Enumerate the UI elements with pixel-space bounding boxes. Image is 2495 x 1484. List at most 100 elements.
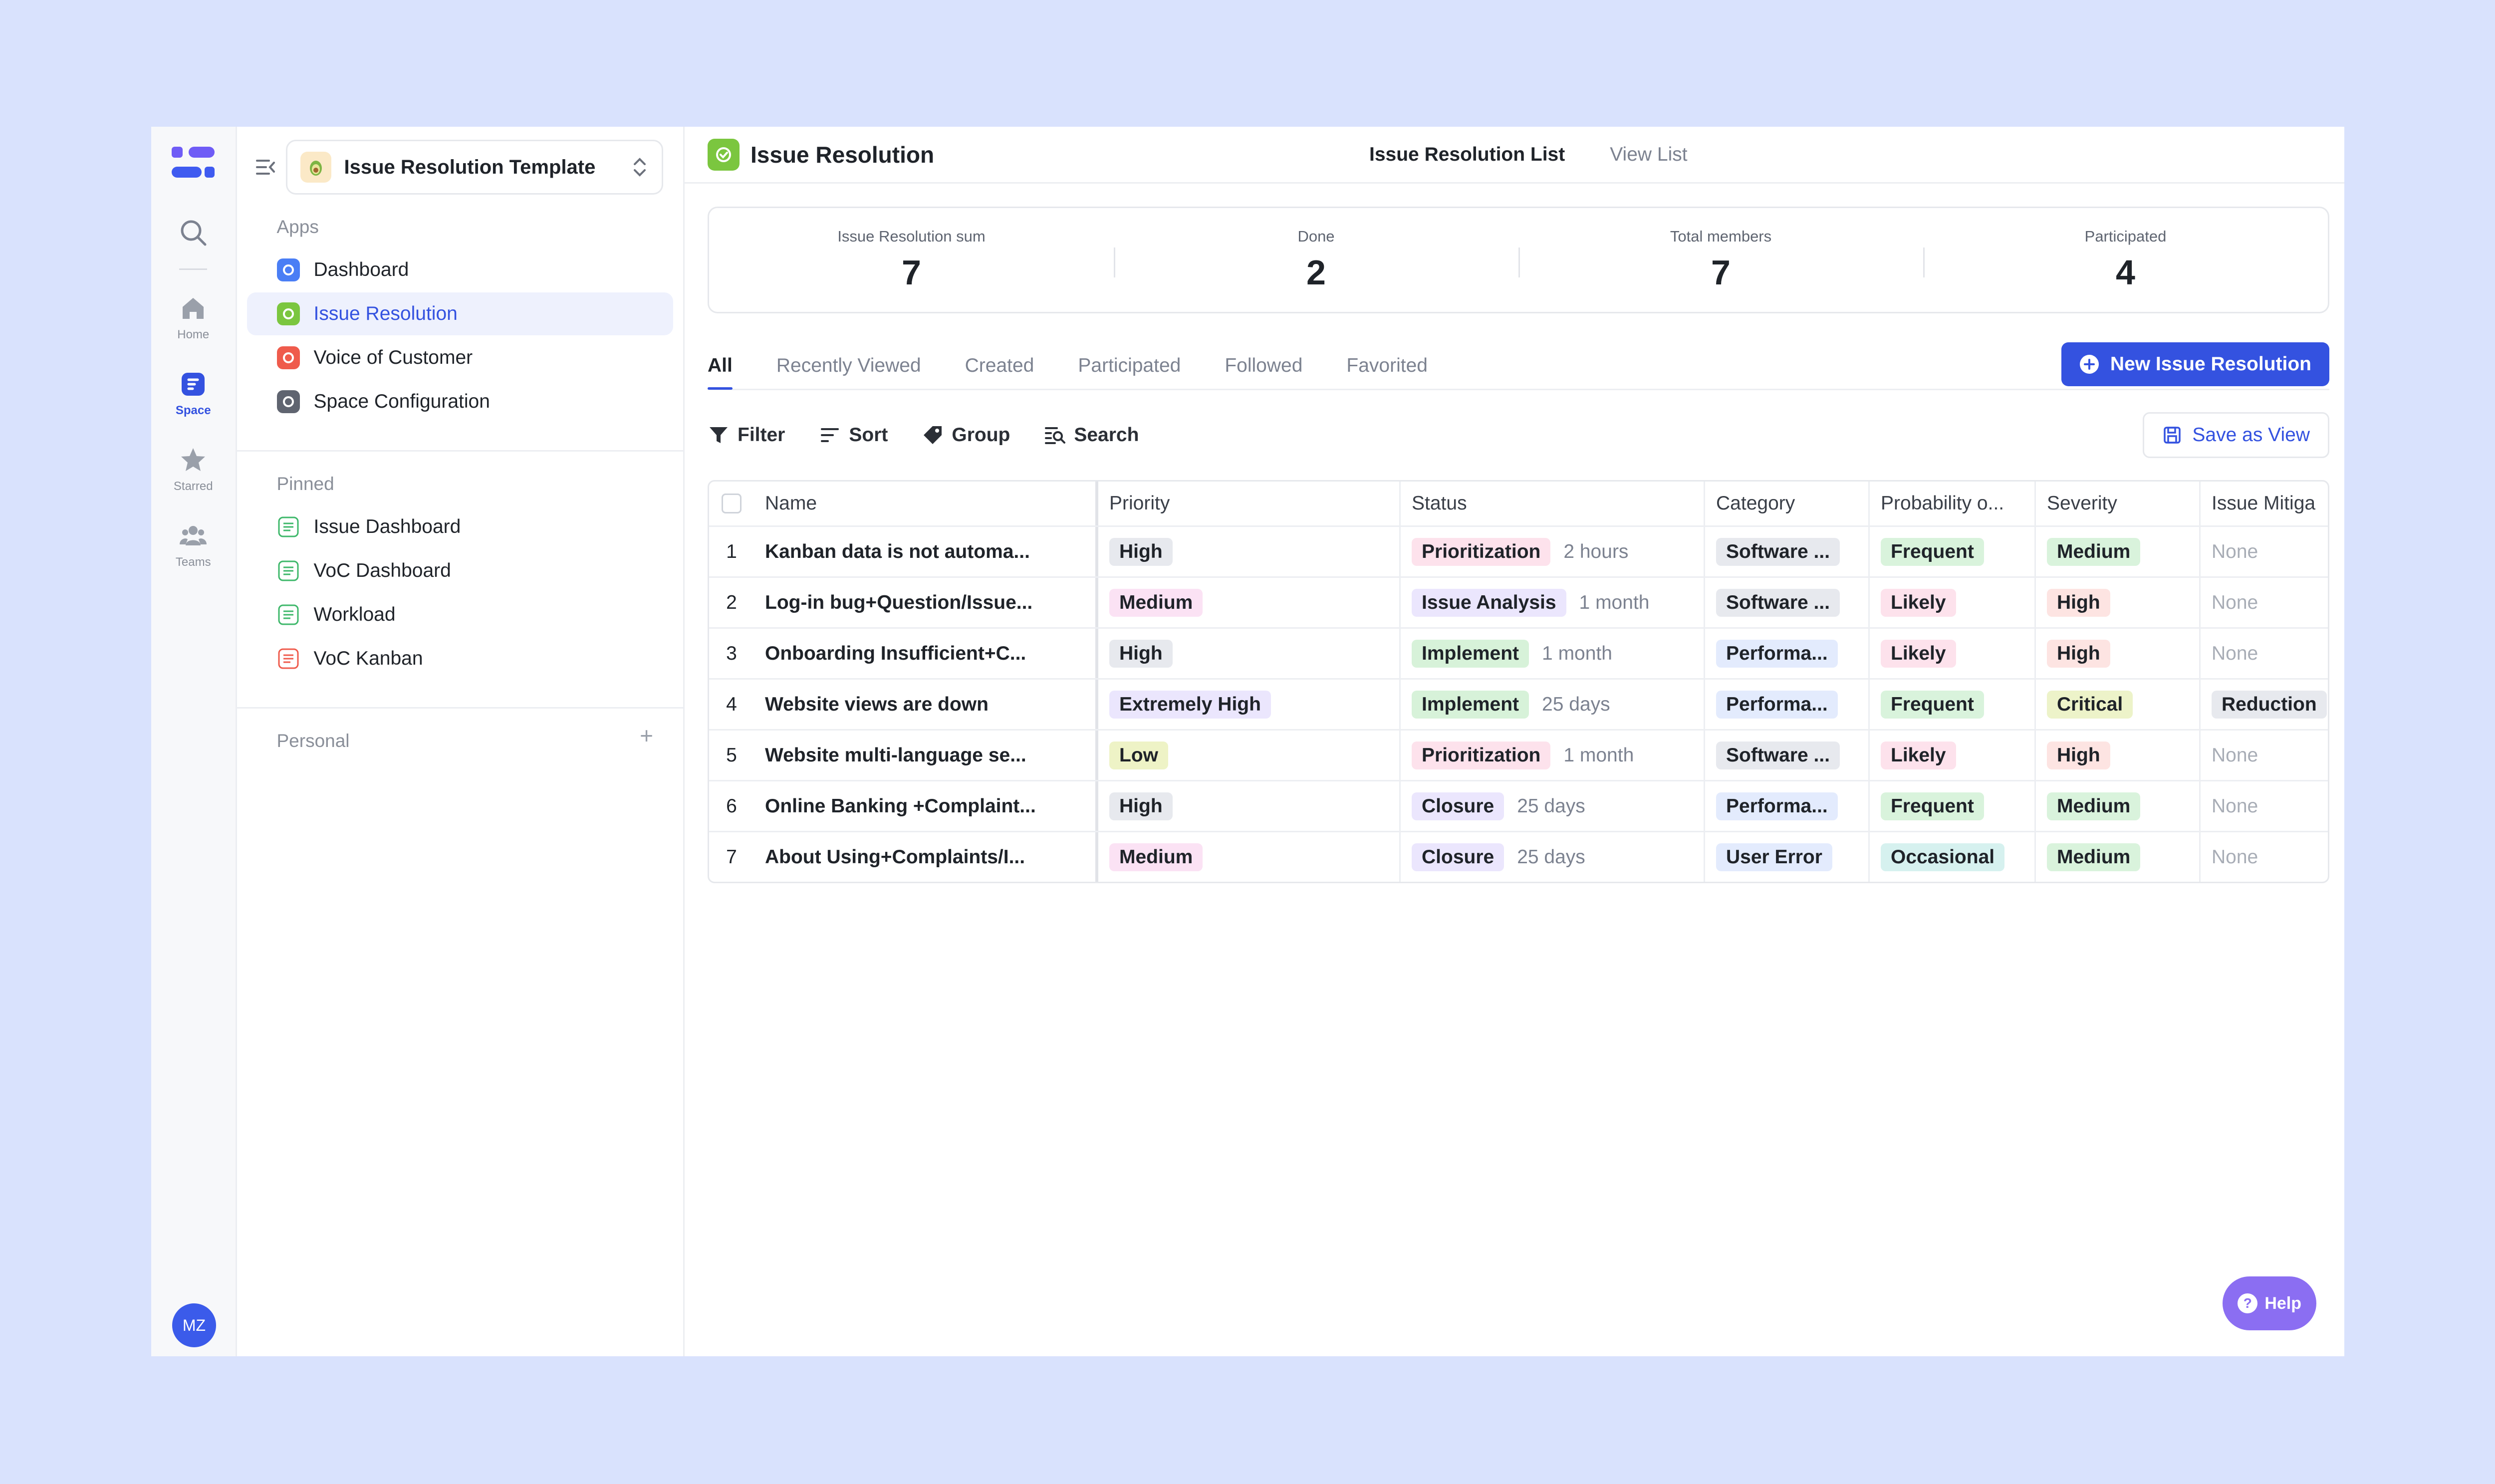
group-button[interactable]: Group [922, 424, 1010, 446]
row-name[interactable]: Onboarding Insufficient+C... [754, 629, 1098, 678]
status-tag[interactable]: Prioritization [1412, 741, 1551, 769]
category-tag[interactable]: Performa... [1716, 639, 1838, 668]
rail-item-starred[interactable]: Starred [174, 446, 213, 494]
column-header-status[interactable]: Status [1401, 482, 1705, 525]
sidebar-item-workload[interactable]: Workload [247, 593, 674, 636]
tab-created[interactable]: Created [965, 354, 1034, 376]
new-issue-resolution-button[interactable]: New Issue Resolution [2061, 342, 2329, 386]
sidebar-item-voc-kanban[interactable]: VoC Kanban [247, 637, 674, 680]
severity-tag[interactable]: High [2047, 741, 2110, 769]
priority-tag[interactable]: Medium [1109, 843, 1203, 871]
severity-tag[interactable]: Medium [2047, 537, 2141, 566]
priority-tag[interactable]: High [1109, 792, 1173, 820]
rail-item-home[interactable]: Home [177, 294, 209, 342]
priority-tag[interactable]: High [1109, 537, 1173, 566]
sidebar-item-dashboard[interactable]: Dashboard [247, 248, 674, 291]
column-header-category[interactable]: Category [1705, 482, 1870, 525]
probability-tag[interactable]: Frequent [1881, 537, 1984, 566]
row-name[interactable]: Online Banking +Complaint... [754, 781, 1098, 831]
severity-tag[interactable]: Critical [2047, 690, 2133, 719]
severity-tag[interactable]: High [2047, 588, 2110, 617]
column-header-name[interactable]: Name [754, 482, 1098, 525]
sidebar-item-issue-resolution[interactable]: Issue Resolution [247, 292, 673, 335]
mitigation-value[interactable]: None [2212, 642, 2258, 664]
status-tag[interactable]: Implement [1412, 690, 1529, 719]
severity-tag[interactable]: Medium [2047, 843, 2141, 871]
search-button[interactable]: Search [1044, 424, 1139, 446]
severity-tag[interactable]: High [2047, 639, 2110, 668]
priority-tag[interactable]: Extremely High [1109, 690, 1271, 719]
priority-tag[interactable]: Medium [1109, 588, 1203, 617]
save-icon [2164, 427, 2181, 444]
category-tag[interactable]: Software ... [1716, 588, 1840, 617]
template-selector[interactable]: Issue Resolution Template [285, 140, 663, 195]
mitigation-tag[interactable]: Reduction [2212, 690, 2327, 719]
avocado-icon [300, 152, 331, 183]
severity-tag[interactable]: Medium [2047, 792, 2141, 820]
status-tag[interactable]: Prioritization [1412, 537, 1551, 566]
row-name[interactable]: Website views are down [754, 680, 1098, 729]
category-tag[interactable]: Software ... [1716, 741, 1840, 769]
column-header-severity[interactable]: Severity [2036, 482, 2201, 525]
add-personal-icon[interactable]: + [640, 723, 653, 748]
row-name[interactable]: About Using+Complaints/I... [754, 832, 1098, 882]
mitigation-value[interactable]: None [2212, 540, 2258, 562]
probability-tag[interactable]: Frequent [1881, 690, 1984, 719]
table-row[interactable]: 5 Website multi-language se... Low Prior… [709, 729, 2328, 780]
save-as-view-button[interactable]: Save as View [2143, 412, 2329, 458]
probability-tag[interactable]: Occasional [1881, 843, 2005, 871]
sidebar-item-voc-dashboard[interactable]: VoC Dashboard [247, 549, 674, 592]
app-logo-icon[interactable] [172, 145, 215, 181]
table-row[interactable]: 6 Online Banking +Complaint... High Clos… [709, 780, 2328, 831]
status-tag[interactable]: Closure [1412, 792, 1504, 820]
row-name[interactable]: Website multi-language se... [754, 731, 1098, 780]
mitigation-value[interactable]: None [2212, 744, 2258, 766]
table-row[interactable]: 2 Log-in bug+Question/Issue... Medium Is… [709, 576, 2328, 627]
table-row[interactable]: 1 Kanban data is not automa... High Prio… [709, 525, 2328, 576]
probability-tag[interactable]: Likely [1881, 588, 1956, 617]
filter-button[interactable]: Filter [708, 424, 785, 446]
tab-followed[interactable]: Followed [1225, 354, 1303, 376]
probability-tag[interactable]: Frequent [1881, 792, 1984, 820]
category-tag[interactable]: Performa... [1716, 690, 1838, 719]
stat-value: 4 [2116, 253, 2135, 292]
status-tag[interactable]: Implement [1412, 639, 1529, 668]
table-row[interactable]: 3 Onboarding Insufficient+C... High Impl… [709, 627, 2328, 678]
tab-all[interactable]: All [708, 342, 733, 390]
column-header-priority[interactable]: Priority [1098, 482, 1401, 525]
mitigation-value[interactable]: None [2212, 846, 2258, 868]
help-button[interactable]: ? Help [2223, 1276, 2316, 1330]
probability-tag[interactable]: Likely [1881, 639, 1956, 668]
rail-item-teams[interactable]: Teams [176, 521, 211, 569]
sort-button[interactable]: Sort [819, 424, 888, 446]
tab-recently-viewed[interactable]: Recently Viewed [776, 354, 921, 376]
priority-tag[interactable]: Low [1109, 741, 1168, 769]
row-name[interactable]: Kanban data is not automa... [754, 527, 1098, 576]
table-row[interactable]: 4 Website views are down Extremely High … [709, 678, 2328, 729]
row-name[interactable]: Log-in bug+Question/Issue... [754, 578, 1098, 627]
column-header-probability[interactable]: Probability o... [1870, 482, 2036, 525]
category-tag[interactable]: User Error [1716, 843, 1832, 871]
priority-tag[interactable]: High [1109, 639, 1173, 668]
table-row[interactable]: 7 About Using+Complaints/I... Medium Clo… [709, 831, 2328, 882]
mitigation-value[interactable]: None [2212, 795, 2258, 817]
collapse-sidebar-icon[interactable] [254, 156, 277, 179]
sidebar-item-space-configuration[interactable]: Space Configuration [247, 380, 674, 423]
category-tag[interactable]: Software ... [1716, 537, 1840, 566]
search-icon[interactable] [177, 217, 209, 248]
tab-participated[interactable]: Participated [1078, 354, 1181, 376]
tab-issue-resolution-list[interactable]: Issue Resolution List [1369, 143, 1565, 165]
probability-tag[interactable]: Likely [1881, 741, 1956, 769]
sidebar-item-voice-of-customer[interactable]: Voice of Customer [247, 336, 674, 379]
avatar[interactable]: MZ [172, 1303, 216, 1347]
tab-favorited[interactable]: Favorited [1346, 354, 1428, 376]
column-header-issue-mitigation[interactable]: Issue Mitiga [2212, 493, 2316, 514]
select-all-checkbox[interactable] [722, 494, 742, 513]
category-tag[interactable]: Performa... [1716, 792, 1838, 820]
status-tag[interactable]: Issue Analysis [1412, 588, 1566, 617]
mitigation-value[interactable]: None [2212, 591, 2258, 613]
status-tag[interactable]: Closure [1412, 843, 1504, 871]
tab-view-list[interactable]: View List [1610, 143, 1688, 165]
rail-item-space[interactable]: Space [176, 370, 211, 418]
sidebar-item-issue-dashboard[interactable]: Issue Dashboard [247, 505, 674, 548]
